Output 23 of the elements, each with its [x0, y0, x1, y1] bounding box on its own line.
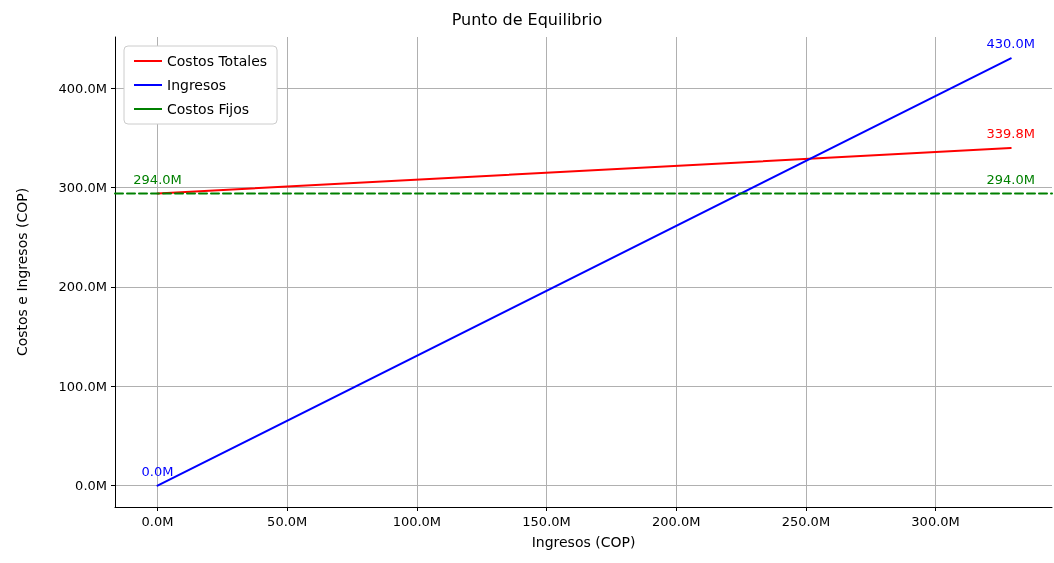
data-label: 0.0M — [141, 463, 174, 479]
y-tick-label: 200.0M — [58, 279, 107, 295]
y-tick-label: 300.0M — [58, 180, 107, 196]
x-tick-label: 100.0M — [392, 514, 442, 529]
x-tick-label: 300.0M — [911, 514, 960, 529]
y-axis-title: Costos e Ingresos (COP) — [14, 187, 30, 357]
x-tick-label: 250.0M — [781, 514, 831, 529]
x-tick-label: 0.0M — [141, 514, 174, 529]
y-tick-label: 400.0M — [58, 80, 107, 96]
data-label: 294.0M — [986, 171, 1035, 187]
chart-title: Punto de Equilibrio — [451, 9, 603, 29]
data-label: 294.0M — [133, 171, 182, 187]
x-tick-label: 50.0M — [267, 514, 308, 529]
legend-label: Costos Totales — [167, 53, 268, 69]
data-label: 339.8M — [986, 125, 1035, 141]
x-tick-label: 150.0M — [522, 514, 571, 529]
data-label: 430.0M — [986, 36, 1035, 52]
y-tick-label: 0.0M — [75, 478, 107, 494]
x-axis-title: Ingresos (COP) — [531, 534, 636, 550]
x-tick-label: 200.0M — [652, 514, 701, 529]
y-tick-label: 100.0M — [58, 378, 107, 394]
legend-label: Ingresos — [167, 77, 227, 93]
legend-label: Costos Fijos — [167, 101, 250, 117]
